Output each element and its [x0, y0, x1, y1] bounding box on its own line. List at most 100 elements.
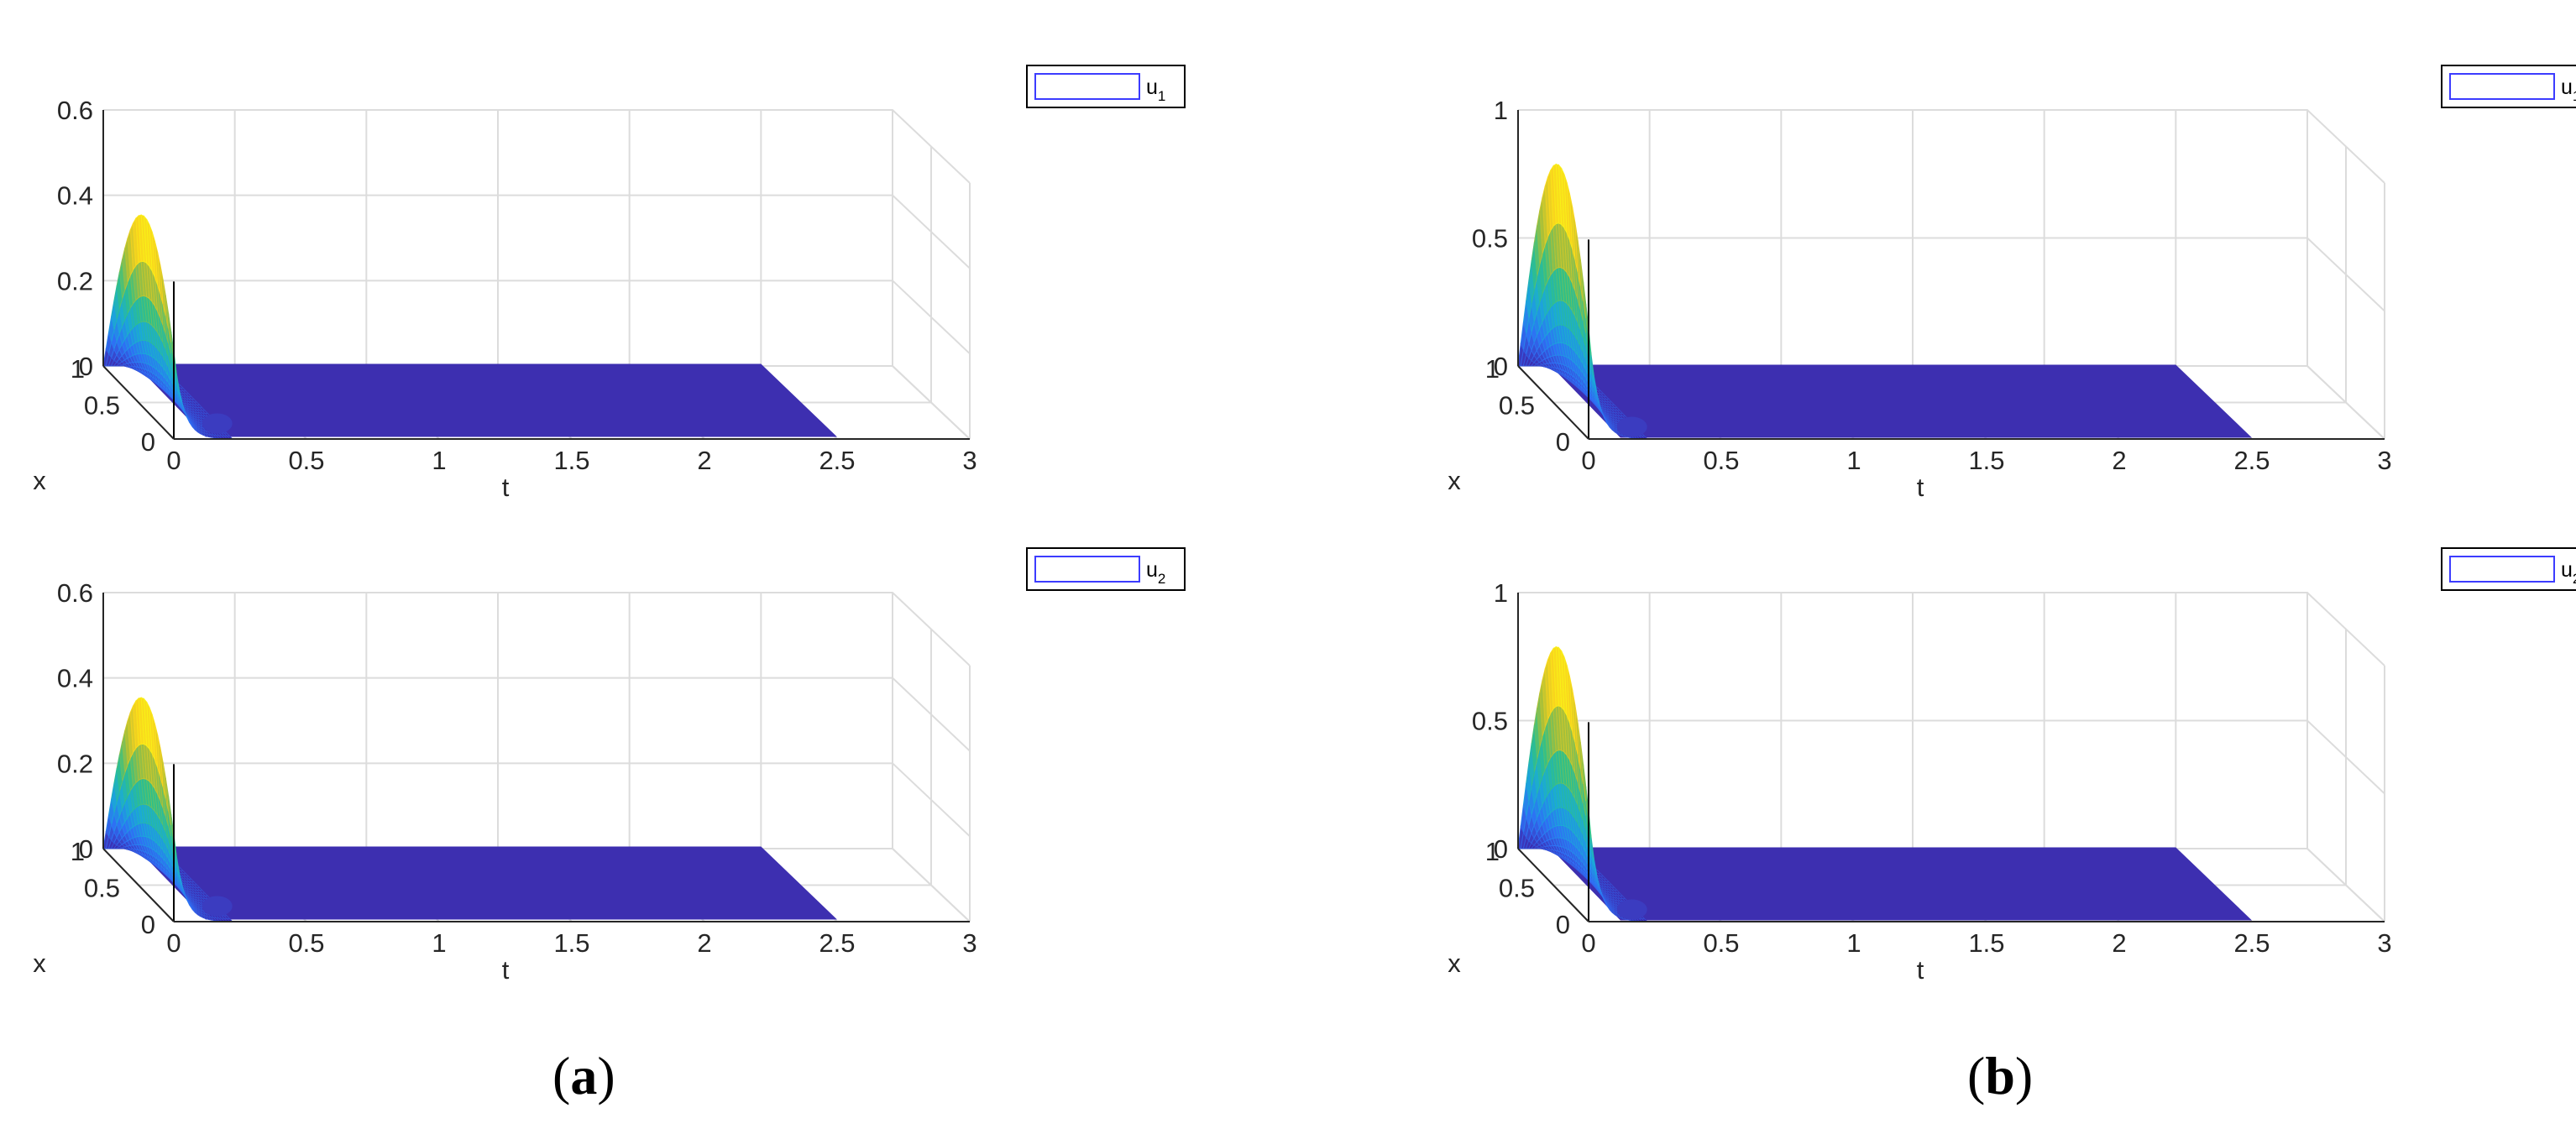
surface-flat	[1549, 364, 2252, 438]
x-tick-label: 1	[71, 354, 85, 384]
t-axis-label: t	[1917, 955, 1924, 985]
surface-flat	[1549, 847, 2252, 921]
t-axis-label: t	[502, 955, 510, 985]
t-tick-label: 1	[432, 446, 446, 475]
t-tick-label: 3	[2377, 446, 2391, 475]
surface-ripple	[1616, 416, 1647, 437]
t-tick-label: 1	[1846, 446, 1861, 475]
t-axis-label: t	[502, 473, 510, 502]
z-tick-label: 0	[1494, 834, 1508, 864]
grid-line	[1518, 719, 2385, 795]
z-tick-label: 0.4	[57, 664, 93, 693]
t-tick-label: 2.5	[819, 928, 855, 958]
grid-line	[103, 592, 971, 666]
x-tick-label: 0	[141, 910, 155, 939]
grid-line	[103, 280, 971, 355]
x-axis-line	[1517, 365, 1589, 440]
grid-line	[103, 109, 971, 184]
legend-subscript: 2	[2573, 571, 2576, 587]
x-tick-label: 1	[1485, 354, 1500, 384]
surface-flat	[134, 846, 838, 920]
z-tick-label: 0.6	[57, 96, 93, 125]
x-axis-line	[102, 365, 175, 440]
z-tick-label: 0	[79, 834, 93, 864]
legend-swatch	[1034, 73, 1140, 100]
z-tick-label: 0.5	[1472, 707, 1508, 736]
t-tick-label: 2	[697, 928, 711, 958]
t-tick-label: 2.5	[2233, 928, 2270, 958]
t-tick-label: 0.5	[1703, 928, 1739, 958]
z-tick-label: 0.6	[57, 578, 93, 608]
t-tick-label: 0	[166, 928, 181, 958]
surface-cell	[1517, 824, 1524, 849]
x-tick-label: 1	[71, 837, 85, 866]
caption-a-letter: a	[570, 1046, 598, 1105]
z-tick-label: 1	[1494, 96, 1508, 125]
x-tick-label: 0.5	[84, 874, 120, 903]
surface-cell	[102, 830, 109, 849]
legend-box	[1026, 547, 1186, 591]
legend-subscript: 1	[1158, 88, 1165, 104]
t-tick-label: 2	[2112, 928, 2126, 958]
legend-swatch	[2449, 73, 2555, 100]
grid-line	[103, 194, 971, 269]
x-axis-label: x	[1448, 466, 1461, 495]
t-tick-label: 0	[1581, 446, 1595, 475]
t-tick-label: 1.5	[553, 446, 589, 475]
legend-subscript: 2	[1158, 571, 1165, 587]
t-tick-label: 2	[697, 446, 711, 475]
z-tick-label: 0	[1494, 352, 1508, 381]
t-axis-label: t	[1917, 473, 1924, 502]
x-tick-label: 0.5	[1499, 391, 1535, 421]
x-tick-label: 0.5	[84, 391, 120, 421]
x-axis-label: x	[33, 948, 46, 978]
legend-box	[2441, 547, 2576, 591]
z-tick-label: 0	[79, 352, 93, 381]
t-tick-label: 1.5	[1968, 446, 2004, 475]
caption-b: (b)	[1967, 1046, 2034, 1105]
legend-label: u2	[2561, 558, 2576, 587]
t-tick-label: 1.5	[553, 928, 589, 958]
x-tick-label: 0	[141, 427, 155, 457]
z-tick-label: 1	[1494, 578, 1508, 608]
z-tick-label: 0.2	[57, 266, 93, 295]
caption-b-letter: b	[1985, 1046, 2015, 1105]
surface-ripple	[1616, 899, 1647, 920]
t-tick-label: 0.5	[288, 928, 324, 958]
surface-ripple	[202, 413, 233, 434]
grid-line	[1518, 592, 2385, 666]
t-tick-label: 2	[2112, 446, 2126, 475]
t-tick-label: 3	[962, 928, 976, 958]
surface-cell	[102, 348, 109, 367]
t-tick-label: 3	[2377, 928, 2391, 958]
x-axis-line	[1517, 848, 1589, 922]
surface-flat	[134, 363, 838, 437]
x-axis-label: x	[1448, 948, 1461, 978]
surface-ripple	[202, 896, 233, 917]
t-tick-label: 1	[1846, 928, 1861, 958]
t-tick-label: 0	[1581, 928, 1595, 958]
z-tick-label: 0.4	[57, 181, 93, 211]
t-tick-label: 1	[432, 928, 446, 958]
legend-subscript: 1	[2573, 88, 2576, 104]
legend-box	[2441, 65, 2576, 108]
x-axis-line	[102, 848, 175, 922]
x-tick-label: 0.5	[1499, 874, 1535, 903]
caption-a: (a)	[552, 1046, 615, 1105]
z-tick-label: 0.2	[57, 749, 93, 778]
x-axis-label: x	[33, 466, 46, 495]
legend-swatch	[1034, 556, 1140, 583]
z-tick-label: 0.5	[1472, 224, 1508, 253]
x-tick-label: 1	[1485, 837, 1500, 866]
grid-line	[1518, 237, 2385, 312]
x-tick-label: 0	[1556, 427, 1570, 457]
t-tick-label: 0.5	[1703, 446, 1739, 475]
t-tick-label: 2.5	[819, 446, 855, 475]
legend-box	[1026, 65, 1186, 108]
x-tick-label: 0	[1556, 910, 1570, 939]
grid-line	[103, 677, 971, 752]
